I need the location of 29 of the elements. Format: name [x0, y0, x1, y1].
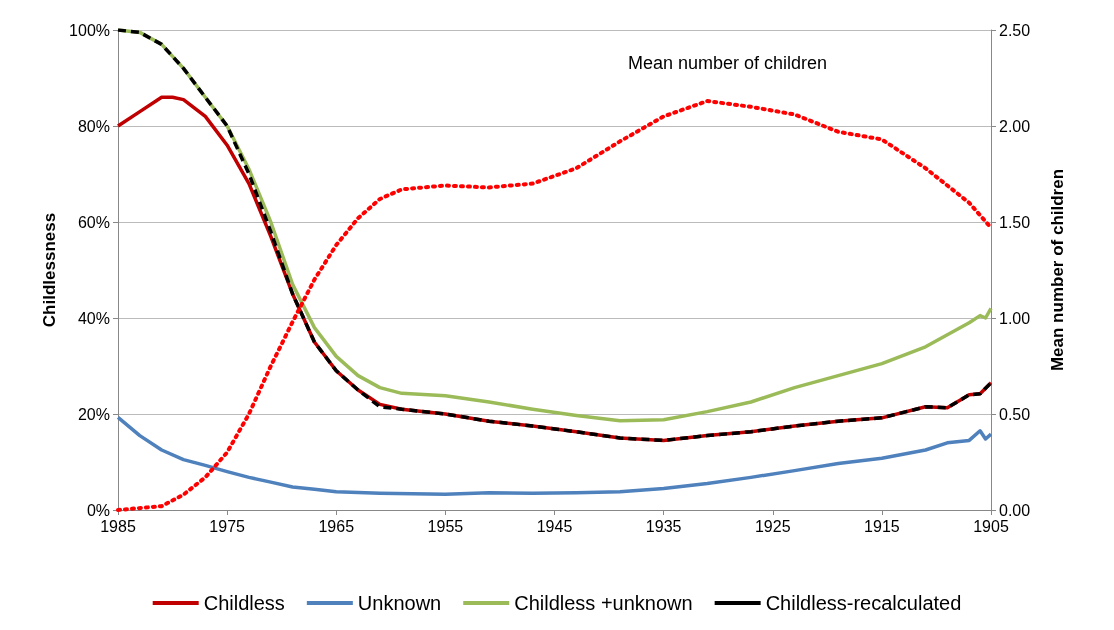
x-tick-label: 1945 — [536, 517, 573, 535]
y2-tick-label: 0.50 — [999, 405, 1031, 423]
legend-label: Childless-recalculated — [765, 592, 962, 614]
y2-tick-label: 1.50 — [999, 213, 1031, 231]
x-tick-label: 1935 — [645, 517, 682, 535]
y2-tick-label: 2.00 — [999, 117, 1031, 135]
y-tick-label: 20% — [77, 405, 110, 423]
x-tick-label: 1925 — [754, 517, 791, 535]
y-tick-label: 100% — [69, 21, 110, 39]
x-tick-label: 1915 — [864, 517, 900, 535]
y2-tick-label: 1.00 — [999, 309, 1031, 327]
legend-label: Childless +unknown — [514, 592, 693, 614]
line-series — [116, 415, 993, 496]
y-tick-label: 0% — [86, 501, 110, 519]
y2-tick-label: 0.00 — [999, 501, 1031, 519]
y-tick-label: 40% — [77, 309, 110, 327]
x-tick-label: 1955 — [427, 517, 464, 535]
y-tick-label: 60% — [77, 213, 110, 231]
y2-tick-label: 2.50 — [999, 21, 1031, 39]
legend-label: Unknown — [357, 592, 442, 614]
annotation: Mean number of children — [628, 53, 828, 73]
legend-label: Childless — [203, 592, 285, 614]
y-axis-title: Childlessness — [40, 212, 60, 328]
x-tick-label: 1985 — [100, 517, 136, 535]
x-tick-label: 1965 — [318, 517, 355, 535]
y2-axis-title: Mean number of children — [1048, 168, 1067, 372]
x-tick-label: 1905 — [973, 517, 1009, 535]
y-tick-label: 80% — [77, 117, 110, 135]
x-tick-label: 1975 — [209, 517, 246, 535]
